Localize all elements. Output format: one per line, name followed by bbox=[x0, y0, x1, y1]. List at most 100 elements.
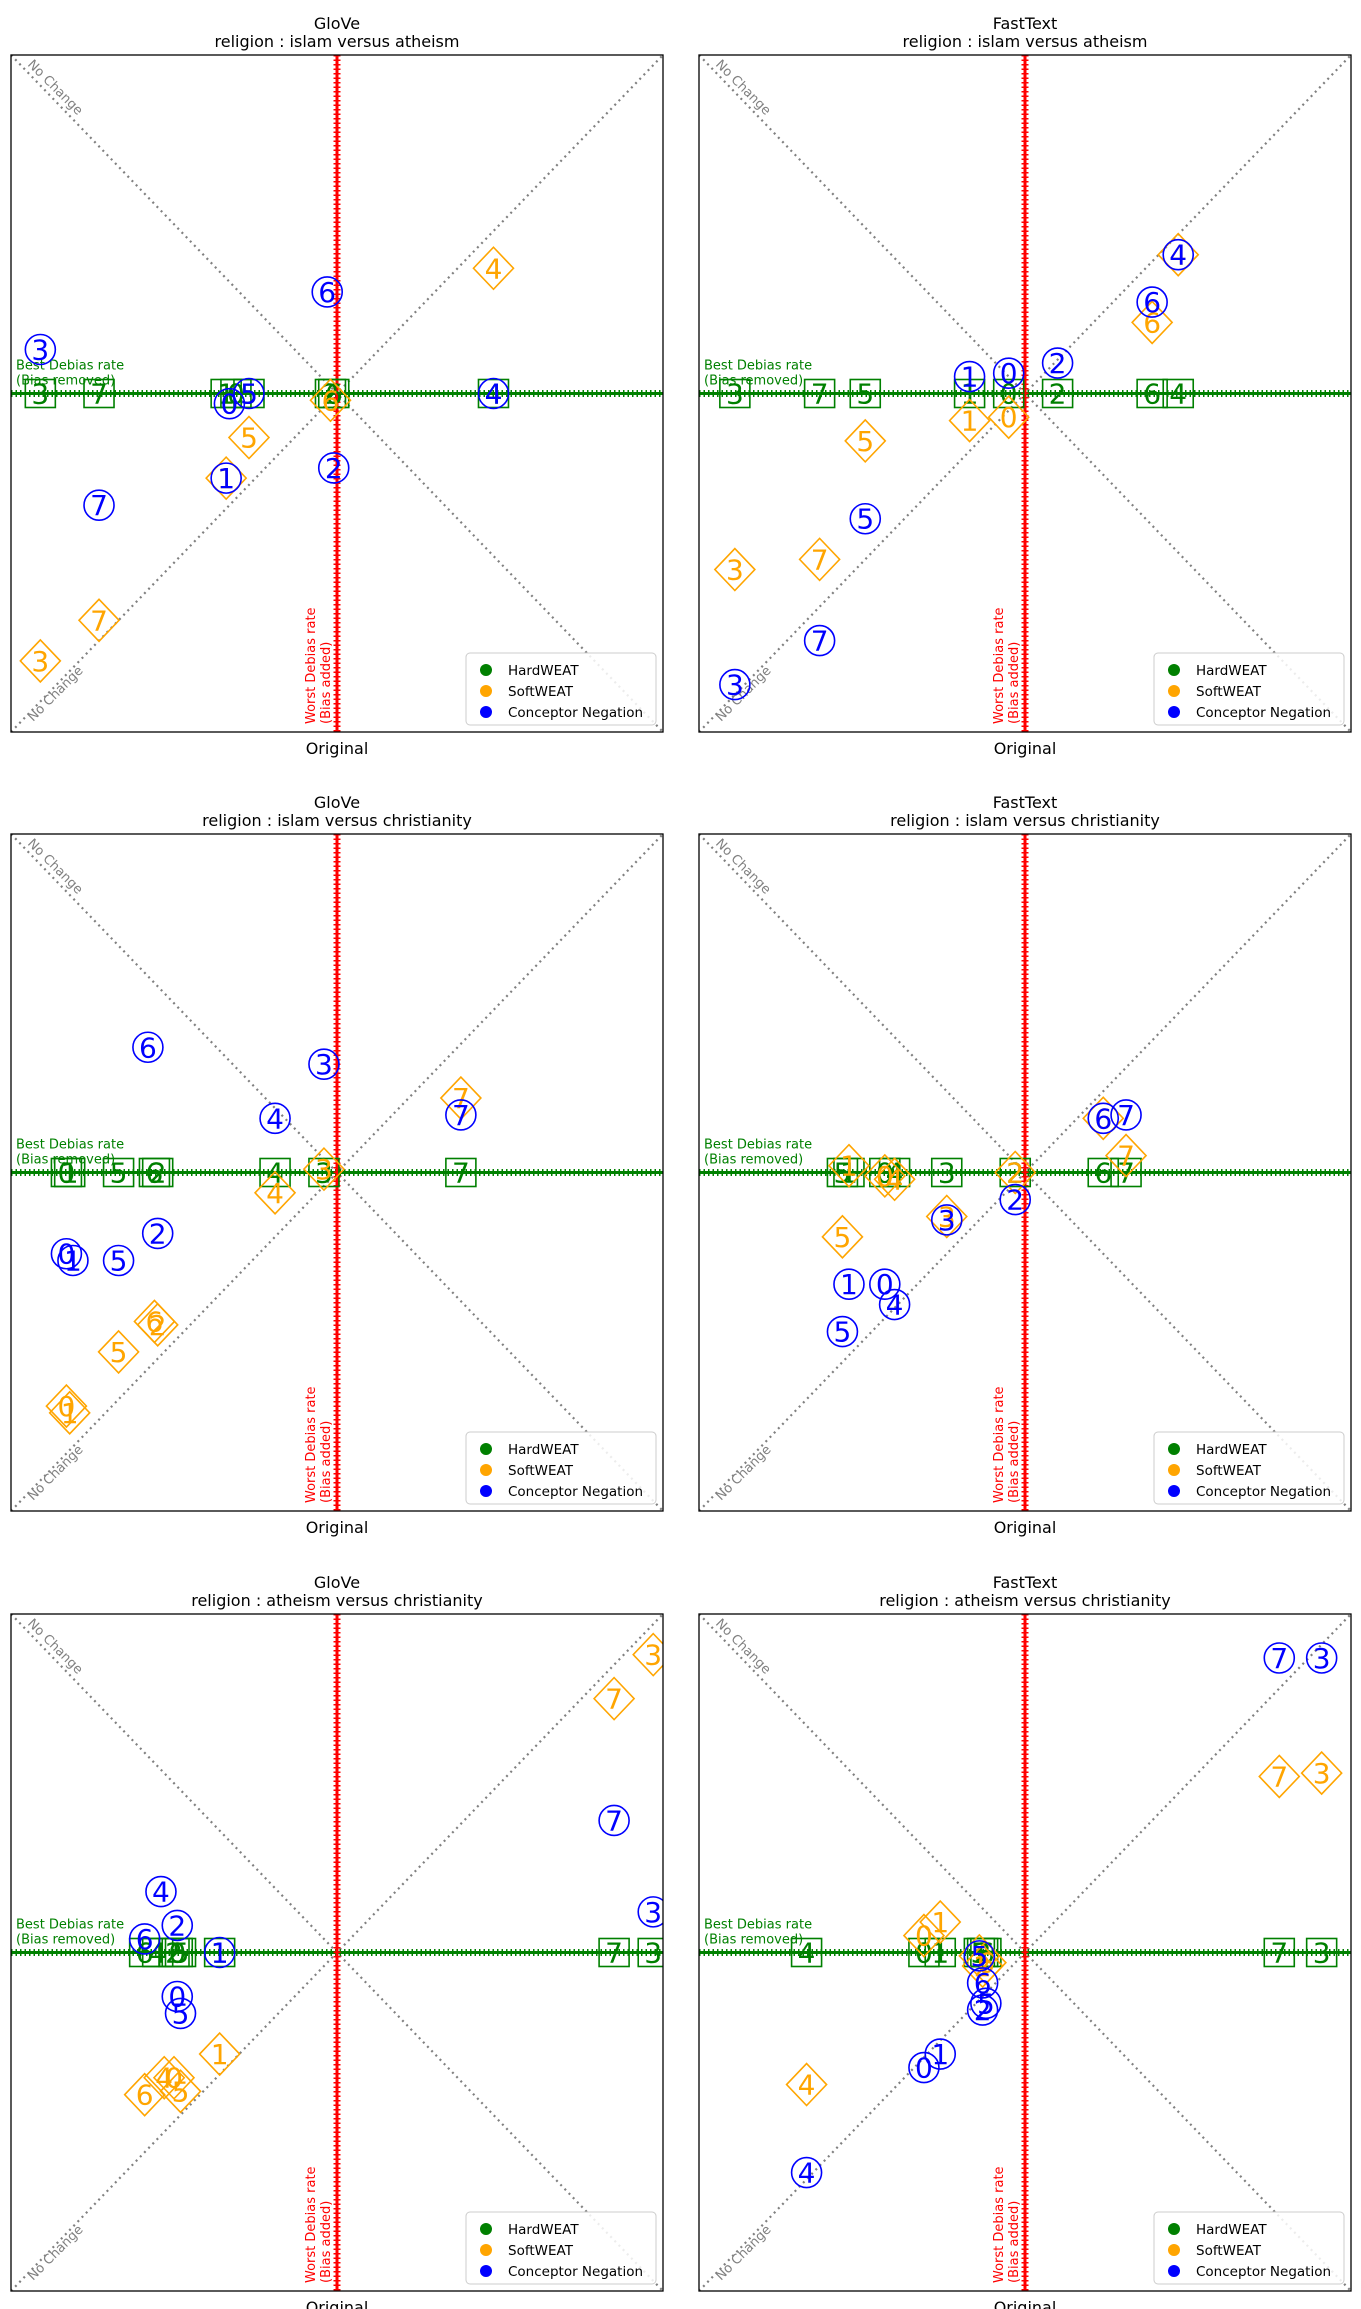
marker-label: 4 bbox=[155, 2062, 173, 2095]
marker-label: 6 bbox=[1143, 306, 1161, 339]
legend-label-2: SoftWEAT bbox=[508, 684, 574, 700]
chart-subtitle: religion : islam versus christianity bbox=[202, 811, 472, 830]
legend-dot-1 bbox=[1168, 664, 1180, 676]
marker-diamond-7: 7 bbox=[77, 598, 121, 643]
marker-label: 3 bbox=[644, 1896, 662, 1929]
diamond-marker bbox=[152, 2055, 196, 2100]
chart-title: GloVe bbox=[314, 793, 360, 812]
marker-label: 4 bbox=[798, 1937, 816, 1970]
legend-dot-1 bbox=[1168, 1443, 1180, 1455]
marker-label: 6 bbox=[318, 276, 336, 309]
circle-marker bbox=[963, 1940, 996, 1972]
marker-square-3: 3 bbox=[930, 1157, 963, 1190]
marker-circle-6: 6 bbox=[132, 1031, 164, 1064]
diamond-marker bbox=[863, 1153, 906, 1199]
marker-diamond-5: 5 bbox=[821, 1214, 864, 1259]
marker-label: 3 bbox=[315, 1157, 333, 1190]
legend-label-3: Conceptor Negation bbox=[1196, 705, 1331, 721]
circle-marker bbox=[924, 2038, 957, 2070]
best-debias-label-1: Best Debias rate bbox=[16, 359, 124, 374]
marker-square-7: 7 bbox=[803, 378, 836, 411]
diamond-marker bbox=[994, 1150, 1037, 1195]
marker-square-1: 1 bbox=[953, 378, 986, 411]
marker-label: 1 bbox=[840, 1268, 858, 1301]
circle-marker bbox=[1087, 1102, 1120, 1135]
no-change-label-top: No Change bbox=[712, 57, 773, 118]
legend: HardWEAT SoftWEAT Conceptor Negation bbox=[465, 1431, 657, 1505]
circle-marker bbox=[930, 1204, 963, 1236]
marker-label: 2 bbox=[974, 1937, 992, 1970]
legend-label-3: Conceptor Negation bbox=[508, 2264, 643, 2280]
marker-label: 1 bbox=[61, 1157, 79, 1190]
circle-marker bbox=[803, 624, 836, 657]
marker-diamond-4: 4 bbox=[472, 246, 515, 291]
circle-marker bbox=[445, 1099, 477, 1131]
marker-square-5: 5 bbox=[102, 1157, 135, 1190]
legend-label-1: HardWEAT bbox=[508, 1442, 579, 1458]
square-marker bbox=[141, 1937, 174, 1968]
diamond-marker bbox=[439, 1075, 482, 1121]
marker-label: 1 bbox=[961, 378, 979, 411]
legend-dot-2 bbox=[480, 685, 492, 697]
marker-label: 7 bbox=[452, 1082, 470, 1115]
circle-marker bbox=[1110, 1099, 1142, 1131]
worst-debias-label-2: (Bias added) bbox=[319, 2201, 334, 2283]
marker-label: 1 bbox=[961, 405, 979, 438]
marker-circle-7: 7 bbox=[803, 624, 836, 658]
legend-label-3: Conceptor Negation bbox=[1196, 1484, 1331, 1500]
marker-label: 3 bbox=[644, 1639, 662, 1672]
marker-circle-1: 1 bbox=[953, 361, 986, 394]
marker-label: 3 bbox=[1313, 1937, 1331, 1970]
worst-debias-label-1: Worst Debias rate bbox=[992, 2166, 1007, 2283]
marker-circle-5: 5 bbox=[849, 503, 882, 536]
diamond-marker bbox=[136, 1302, 179, 1347]
marker-label: 4 bbox=[266, 1177, 284, 1210]
marker-label: 6 bbox=[1094, 1102, 1112, 1135]
marker-circle-0: 0 bbox=[992, 357, 1025, 390]
marker-label: 6 bbox=[136, 1923, 154, 1956]
circle-marker bbox=[908, 2051, 940, 2084]
marker-diamond-1: 1 bbox=[198, 2031, 241, 2077]
axes-frame bbox=[698, 833, 1352, 1512]
marker-diamond-4: 4 bbox=[143, 2055, 186, 2100]
diamond-marker bbox=[798, 537, 841, 582]
legend-box bbox=[1153, 652, 1345, 726]
square-marker bbox=[259, 1157, 291, 1188]
marker-circle-1: 1 bbox=[924, 2038, 957, 2071]
marker-label: 3 bbox=[31, 378, 49, 411]
diamond-marker bbox=[1300, 1750, 1343, 1796]
legend-label-1: HardWEAT bbox=[508, 2222, 579, 2238]
marker-label: 4 bbox=[1169, 378, 1187, 411]
legend: HardWEAT SoftWEAT Conceptor Negation bbox=[1153, 1431, 1345, 1505]
marker-label: 2 bbox=[974, 1994, 992, 2027]
diamond-marker bbox=[919, 1899, 962, 1945]
diamond-marker bbox=[821, 1214, 864, 1259]
marker-square-0: 0 bbox=[50, 1157, 83, 1190]
no-change-label-top: No Change bbox=[24, 836, 85, 897]
legend-label-1: HardWEAT bbox=[508, 663, 579, 679]
marker-label: 3 bbox=[938, 1201, 956, 1234]
marker-circle-1: 1 bbox=[57, 1245, 89, 1278]
marker-label: 5 bbox=[834, 1221, 852, 1254]
circle-marker bbox=[311, 276, 344, 308]
marker-square-3: 3 bbox=[308, 1157, 340, 1190]
marker-label: 7 bbox=[90, 489, 108, 522]
marker-label: 3 bbox=[1313, 1757, 1331, 1790]
marker-label: 2 bbox=[974, 1950, 992, 1983]
marker-label: 4 bbox=[798, 2069, 816, 2102]
marker-label: 0 bbox=[168, 1981, 186, 2014]
marker-label: 3 bbox=[938, 1204, 956, 1237]
marker-label: 6 bbox=[136, 1937, 154, 1970]
chart-title: GloVe bbox=[314, 1573, 360, 1592]
marker-circle-3: 3 bbox=[637, 1896, 663, 1929]
marker-diamond-1: 1 bbox=[827, 1143, 871, 1188]
marker-label: 2 bbox=[1006, 1184, 1024, 1217]
marker-diamond-7: 7 bbox=[798, 537, 841, 582]
square-marker bbox=[598, 1937, 630, 1968]
no-change-label-top: No Change bbox=[712, 836, 773, 897]
diamond-marker bbox=[48, 1390, 91, 1435]
